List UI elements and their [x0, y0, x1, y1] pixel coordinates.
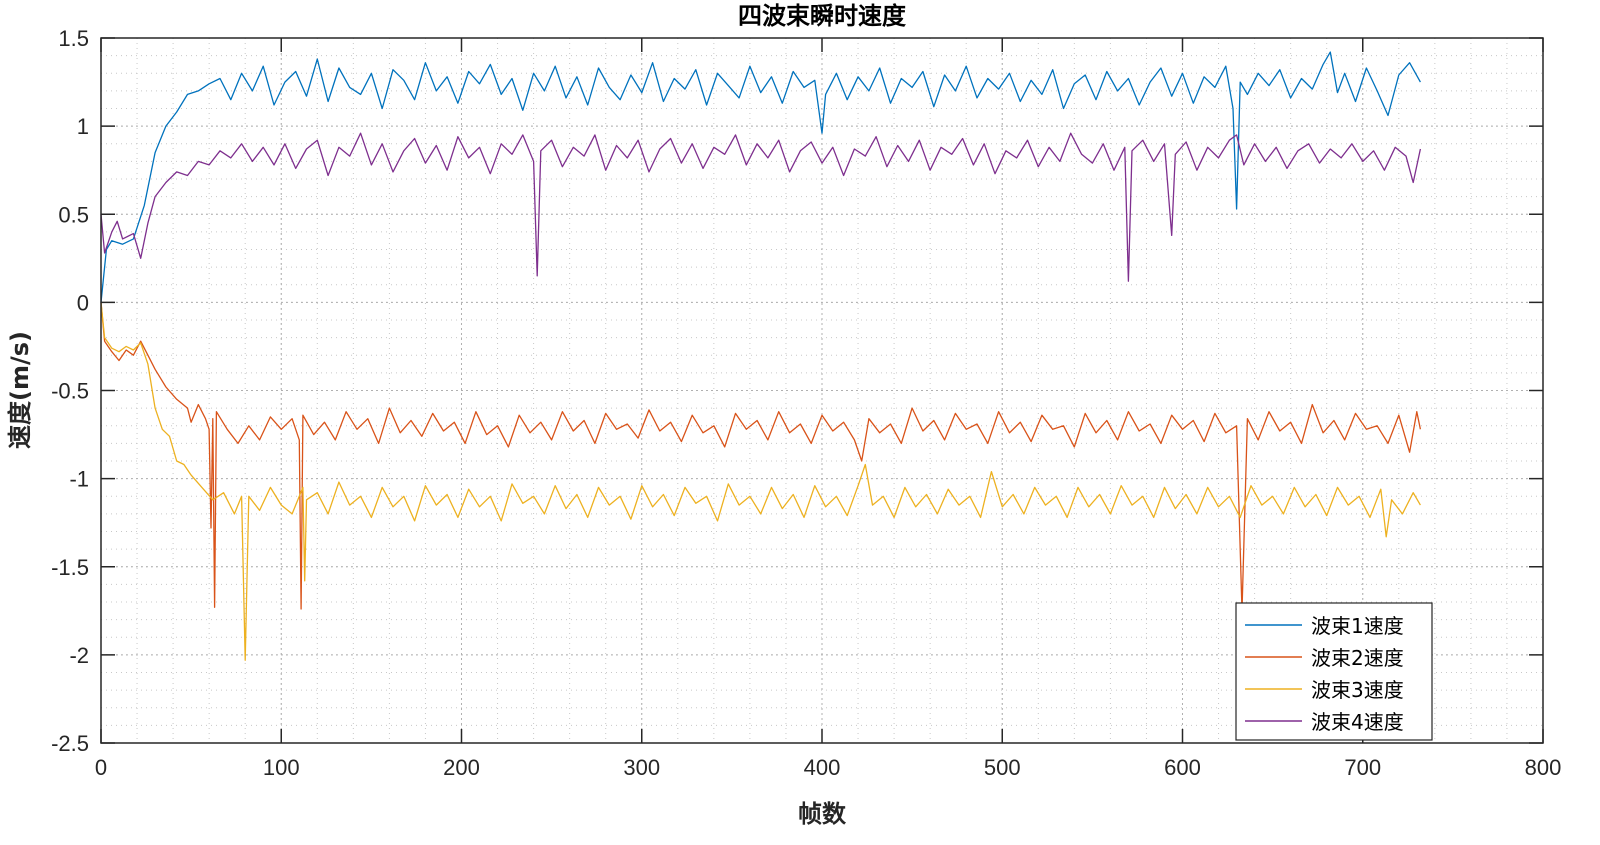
legend-label-4: 波束4速度: [1311, 710, 1404, 734]
y-tick-label: -1.5: [51, 555, 89, 580]
series-line-3: [100, 302, 1421, 661]
y-tick-label: 1.5: [58, 26, 89, 51]
x-tick-label: 700: [1344, 755, 1381, 780]
x-axis-label: 帧数: [798, 800, 847, 828]
x-tick-label: 500: [984, 755, 1021, 780]
y-tick-label: -0.5: [51, 379, 89, 404]
legend-label-1: 波束1速度: [1311, 614, 1404, 638]
series-line-1: [100, 51, 1421, 303]
series-lines: [100, 51, 1422, 661]
y-tick-label: 0: [77, 290, 89, 315]
y-tick-label: -2: [69, 643, 89, 668]
x-tick-label: 800: [1525, 755, 1562, 780]
series-line-2: [100, 302, 1422, 612]
y-tick-label: 1: [77, 114, 89, 139]
chart-title: 四波束瞬时速度: [738, 1, 907, 30]
x-tick-label: 200: [443, 755, 480, 780]
series-line-4: [100, 132, 1422, 282]
legend-box: [1235, 602, 1433, 741]
axis-ticks: 0 100 200 300 400 500 600 700 800 -2.5 -2 -1.5 -1 -0.…: [51, 26, 1561, 780]
y-axis-label: 速度(m/s): [6, 331, 34, 449]
y-tick-label: 0.5: [58, 202, 89, 227]
legend-label-3: 波束3速度: [1311, 678, 1404, 702]
y-tick-label: -1: [69, 467, 89, 492]
legend-label-2: 波束2速度: [1311, 646, 1404, 670]
x-tick-label: 100: [263, 755, 300, 780]
x-tick-label: 300: [623, 755, 660, 780]
grid: [100, 37, 1544, 744]
x-tick-label: 0: [95, 755, 107, 780]
y-tick-label: -2.5: [51, 731, 89, 756]
x-tick-label: 400: [804, 755, 841, 780]
x-tick-label: 600: [1164, 755, 1201, 780]
